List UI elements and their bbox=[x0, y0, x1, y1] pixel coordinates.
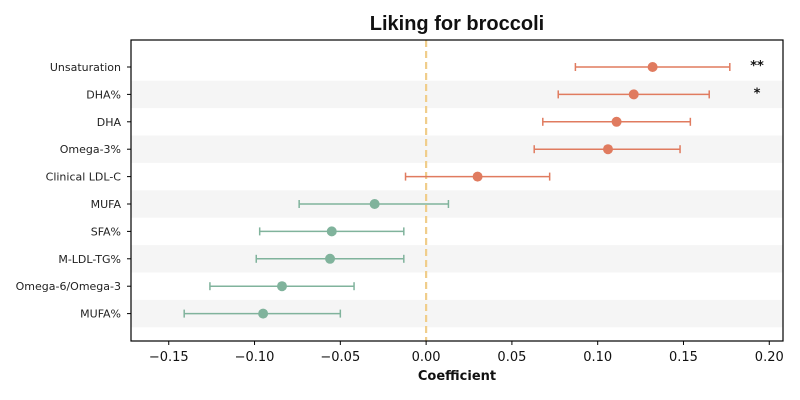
plot-frame bbox=[130, 39, 784, 342]
x-tick-label: −0.05 bbox=[320, 350, 360, 365]
x-tick-label: −0.15 bbox=[149, 350, 189, 365]
row-bands bbox=[131, 80, 783, 328]
forest-row: ** bbox=[574, 59, 764, 74]
forest-row bbox=[298, 199, 450, 209]
row-band bbox=[131, 135, 783, 163]
y-tick-label: DHA% bbox=[86, 88, 121, 101]
x-tick-label: 0.05 bbox=[497, 350, 526, 365]
row-band bbox=[131, 245, 783, 273]
estimate-point bbox=[369, 199, 380, 209]
estimate-point bbox=[628, 89, 639, 100]
forest-row bbox=[542, 116, 692, 127]
x-tick-label: −0.10 bbox=[235, 350, 275, 365]
estimate-point bbox=[602, 144, 613, 155]
forest-row bbox=[209, 281, 355, 292]
forest-row bbox=[255, 253, 405, 264]
y-tick-label: Unsaturation bbox=[50, 61, 121, 74]
significance-marker: * bbox=[754, 86, 761, 101]
forest-row bbox=[533, 144, 681, 155]
y-tick-label: MUFA bbox=[91, 198, 122, 211]
estimate-point bbox=[276, 281, 287, 292]
y-tick-label: MUFA% bbox=[80, 308, 121, 321]
data-rows: *** bbox=[183, 59, 764, 319]
estimate-point bbox=[647, 62, 658, 72]
y-axis: Unsaturation DHA% DHA Omega-3% Clinical LDL-… bbox=[16, 61, 131, 321]
row-band bbox=[131, 190, 783, 218]
y-tick-label: Omega-6/Omega-3 bbox=[16, 280, 121, 293]
forest-row bbox=[404, 171, 551, 182]
y-tick-label: Omega-3% bbox=[60, 143, 121, 156]
estimate-point bbox=[472, 171, 483, 182]
forest-row bbox=[258, 226, 405, 237]
estimate-point bbox=[611, 116, 622, 127]
forest-row: * bbox=[557, 86, 761, 101]
chart-title: Liking for broccoli bbox=[370, 13, 544, 35]
x-tick-label: 0.15 bbox=[669, 350, 698, 365]
estimate-point bbox=[258, 308, 269, 319]
y-tick-label: Clinical LDL-C bbox=[46, 171, 122, 184]
x-tick-label: 0.00 bbox=[412, 350, 441, 365]
x-axis: −0.15 −0.10 −0.05 0.00 0.05 0.10 0.15 0.20 bbox=[149, 341, 784, 365]
y-tick-label: M-LDL-TG% bbox=[58, 253, 121, 266]
forest-row bbox=[183, 308, 342, 319]
y-tick-label: DHA bbox=[97, 116, 122, 129]
x-tick-label: 0.20 bbox=[755, 350, 784, 365]
y-tick-label: SFA% bbox=[91, 225, 121, 238]
x-axis-label: Coefficient bbox=[418, 369, 496, 384]
estimate-point bbox=[325, 253, 336, 264]
significance-marker: ** bbox=[750, 59, 764, 74]
x-tick-label: 0.10 bbox=[583, 350, 612, 365]
estimate-point bbox=[326, 226, 337, 237]
